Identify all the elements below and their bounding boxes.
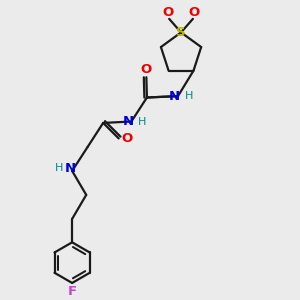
Text: N: N [169, 90, 180, 103]
Text: O: O [162, 6, 173, 19]
Text: N: N [123, 115, 134, 128]
Text: N: N [64, 162, 75, 175]
Text: O: O [189, 6, 200, 19]
Text: H: H [138, 116, 146, 127]
Text: O: O [121, 132, 132, 145]
Text: H: H [184, 91, 193, 101]
Text: S: S [176, 26, 186, 39]
Text: O: O [141, 63, 152, 76]
Text: H: H [55, 163, 64, 173]
Text: F: F [68, 286, 77, 298]
